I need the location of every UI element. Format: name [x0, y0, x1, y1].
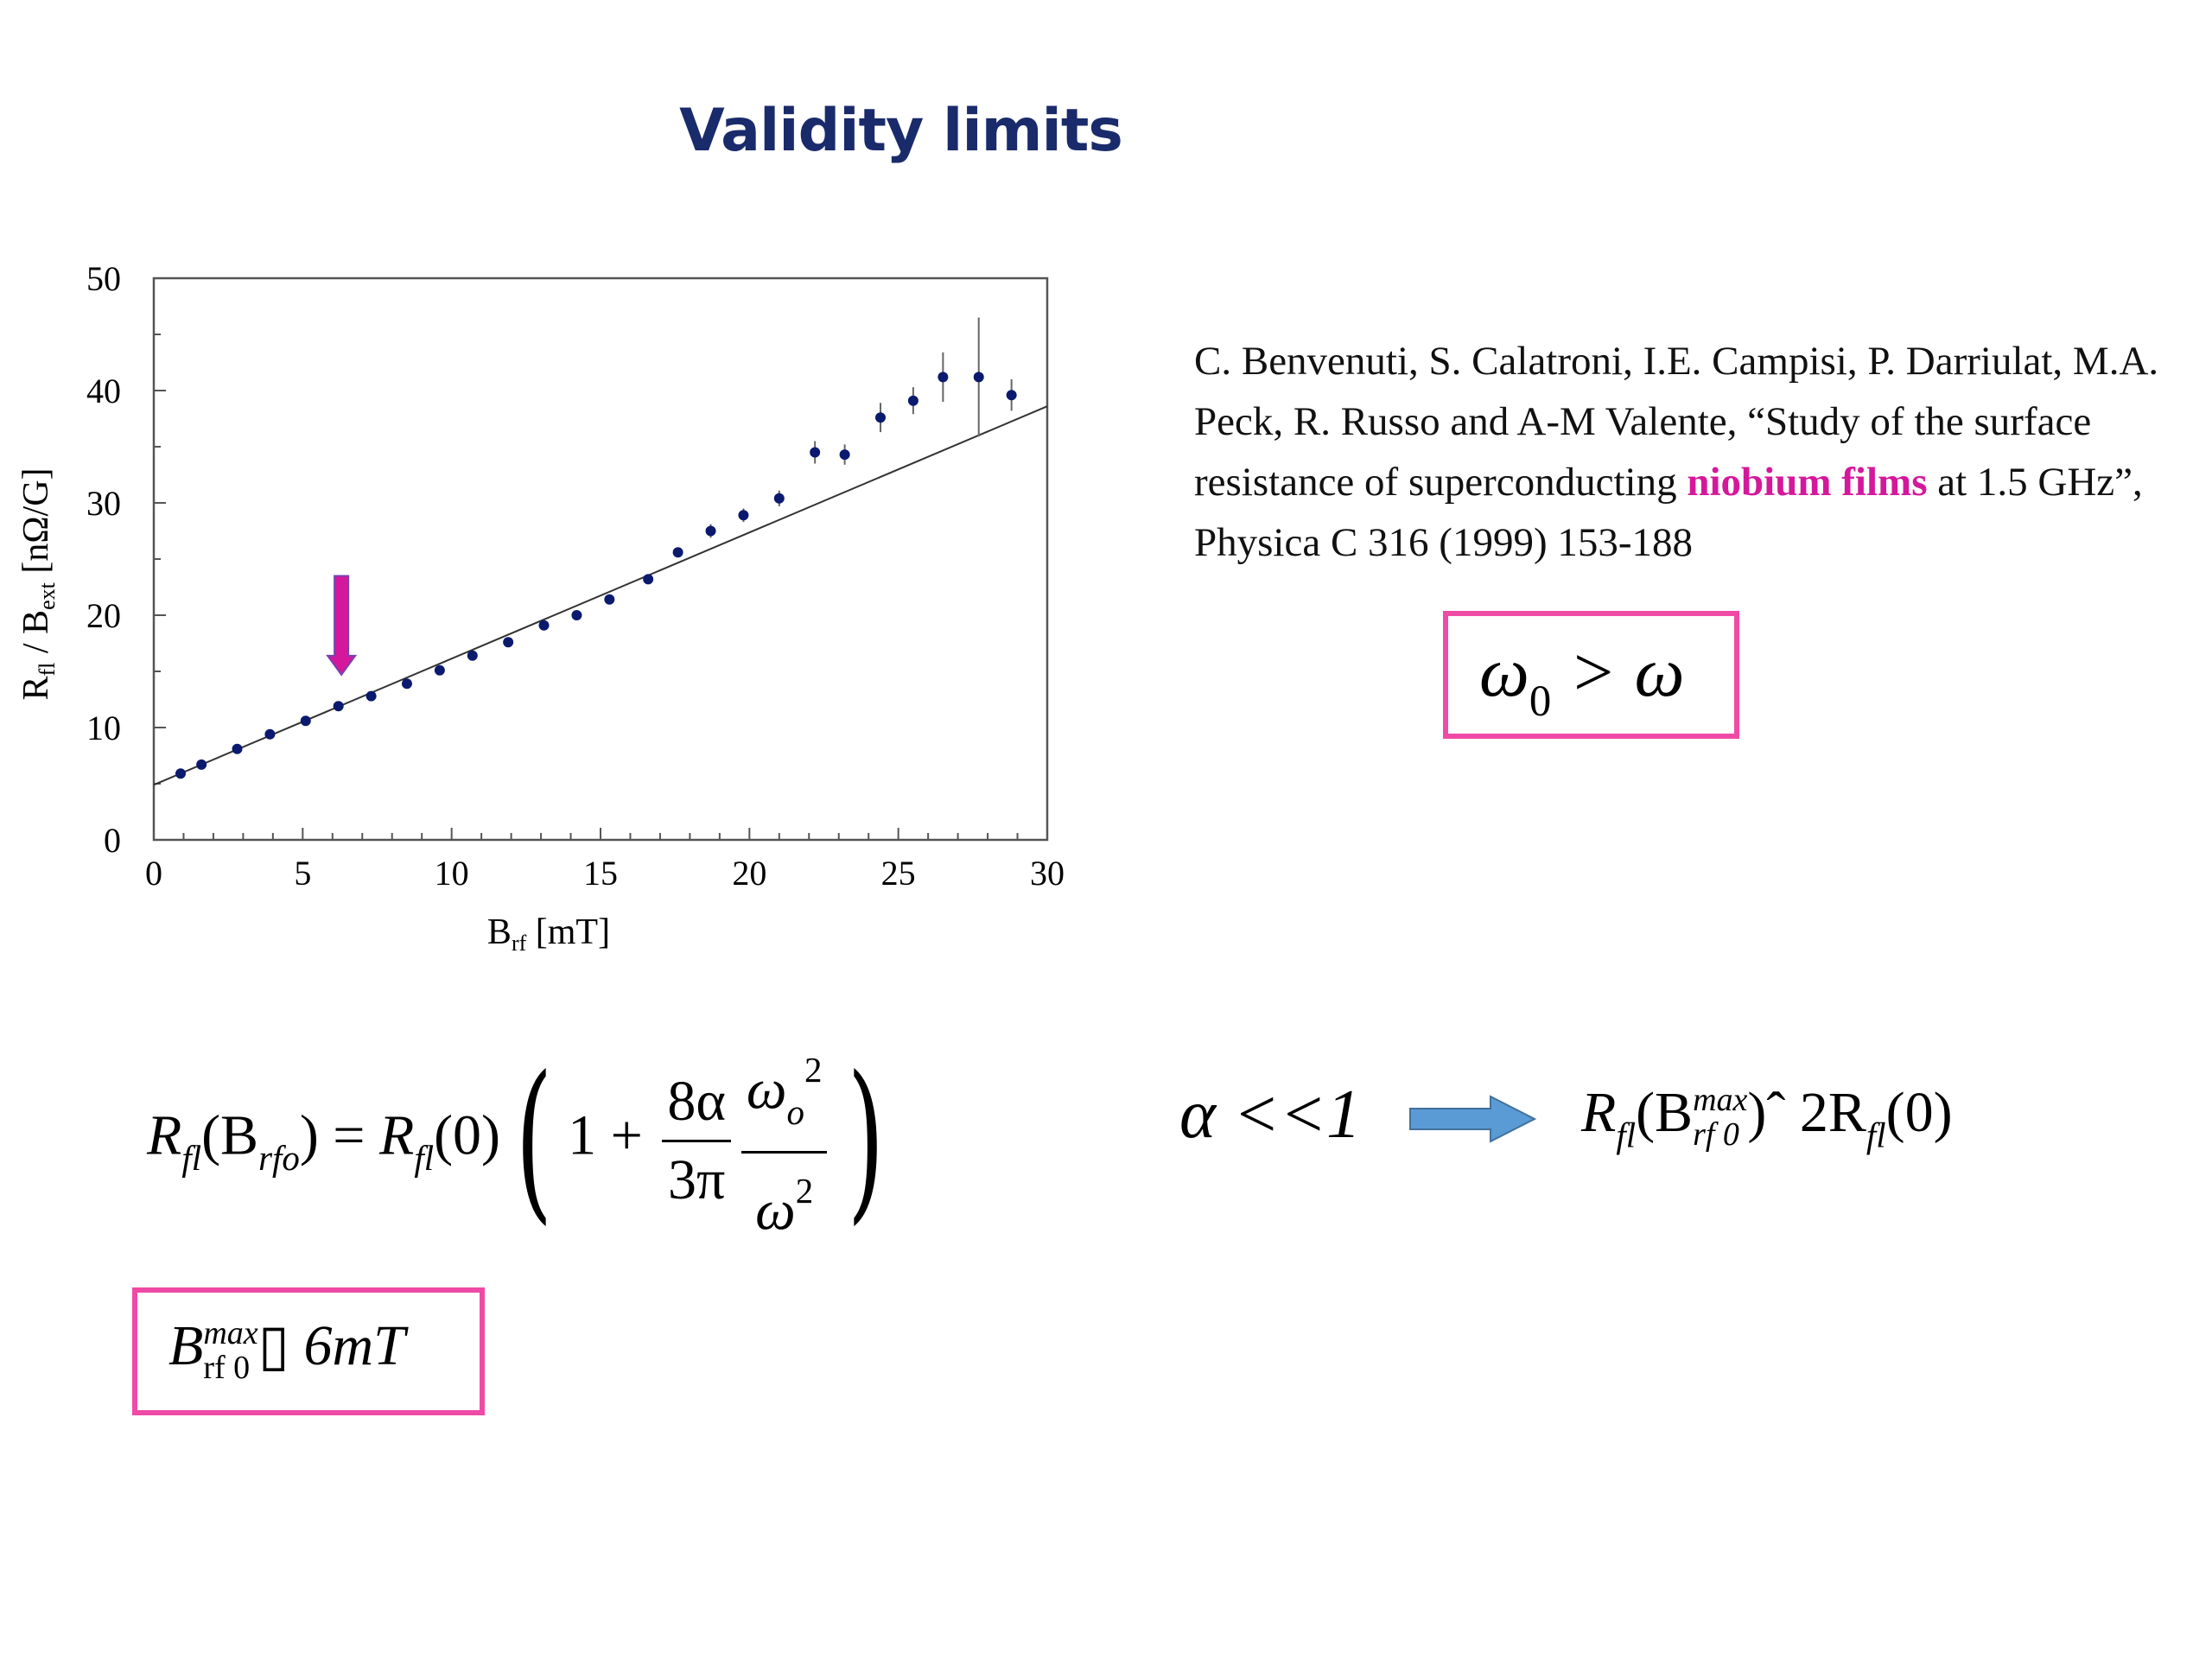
scatter-chart: 0 5 10 15 20 25 30 0 10 20 30 40 50 Brf [mT] Rfl / B… — [16, 259, 1065, 956]
data-point — [196, 759, 207, 770]
x-tick-label: 10 — [435, 854, 469, 893]
y-axis-label: Rfl / Bext [nΩ/G] — [16, 467, 60, 700]
fluxon-resistance-equation: Rfl(Brfo) = Rfl(0)(1 + 8α 3π ωo2 ω2) — [147, 1033, 899, 1249]
block-arrow-icon — [1409, 1095, 1537, 1143]
x-tick-label: 15 — [583, 854, 618, 893]
data-point — [907, 395, 918, 406]
x-tick-label: 5 — [294, 854, 311, 893]
data-point — [773, 493, 785, 504]
plot-frame — [152, 276, 1049, 842]
data-point — [571, 610, 582, 620]
data-point — [705, 525, 716, 537]
data-point — [538, 620, 550, 631]
y-tick-label: 50 — [86, 259, 121, 298]
y-tick-label: 10 — [86, 709, 121, 747]
data-point — [434, 664, 445, 676]
x-tick-label: 0 — [145, 854, 162, 893]
data-point — [503, 637, 514, 648]
data-point — [333, 701, 344, 712]
x-tick-label: 30 — [1030, 854, 1065, 893]
y-tick-label: 0 — [104, 821, 121, 860]
data-point — [401, 678, 412, 690]
alpha-condition: α <<1 — [1179, 1077, 1361, 1153]
y-tick-label: 20 — [86, 596, 121, 635]
reference-highlight: niobium films — [1687, 460, 1928, 505]
data-point — [1006, 390, 1017, 401]
omega-condition-box: ω0 > ω — [1443, 611, 1739, 739]
data-point — [938, 372, 949, 383]
omega-condition-equation: ω0 > ω — [1479, 632, 1685, 725]
x-tick-label: 25 — [881, 854, 916, 893]
reference-text-end: at 1.5 GHz”, Physica C 316 (1999) 153-18… — [1194, 460, 2143, 565]
data-point — [810, 447, 821, 458]
x-tick-label: 20 — [732, 854, 766, 893]
x-axis-label: Brf [mT] — [487, 912, 610, 956]
data-point — [738, 510, 749, 521]
y-tick-label: 40 — [86, 372, 121, 410]
data-point — [874, 412, 886, 423]
reference-citation: C. Benvenuti, S. Calatroni, I.E. Campisi… — [1194, 331, 2188, 573]
data-point — [467, 650, 478, 661]
data-point — [232, 743, 243, 754]
data-point — [604, 594, 615, 605]
data-point — [973, 372, 984, 383]
annotation-arrow — [326, 575, 358, 677]
data-point — [300, 715, 311, 727]
data-point — [839, 449, 850, 461]
data-point — [264, 728, 276, 740]
result-equation: Rfl(B max rf 0)ˆ 2Rfl(0) — [1581, 1081, 1953, 1155]
fit-line — [153, 405, 1048, 786]
data-point — [365, 690, 377, 702]
y-tick-label: 30 — [86, 484, 121, 523]
reference-text: C. Benvenuti, S. Calatroni, I.E. Campisi… — [1194, 339, 2159, 505]
slide-title: Validity limits — [679, 97, 1123, 165]
data-point — [672, 547, 683, 558]
data-point — [175, 768, 187, 779]
data-point — [643, 574, 654, 585]
